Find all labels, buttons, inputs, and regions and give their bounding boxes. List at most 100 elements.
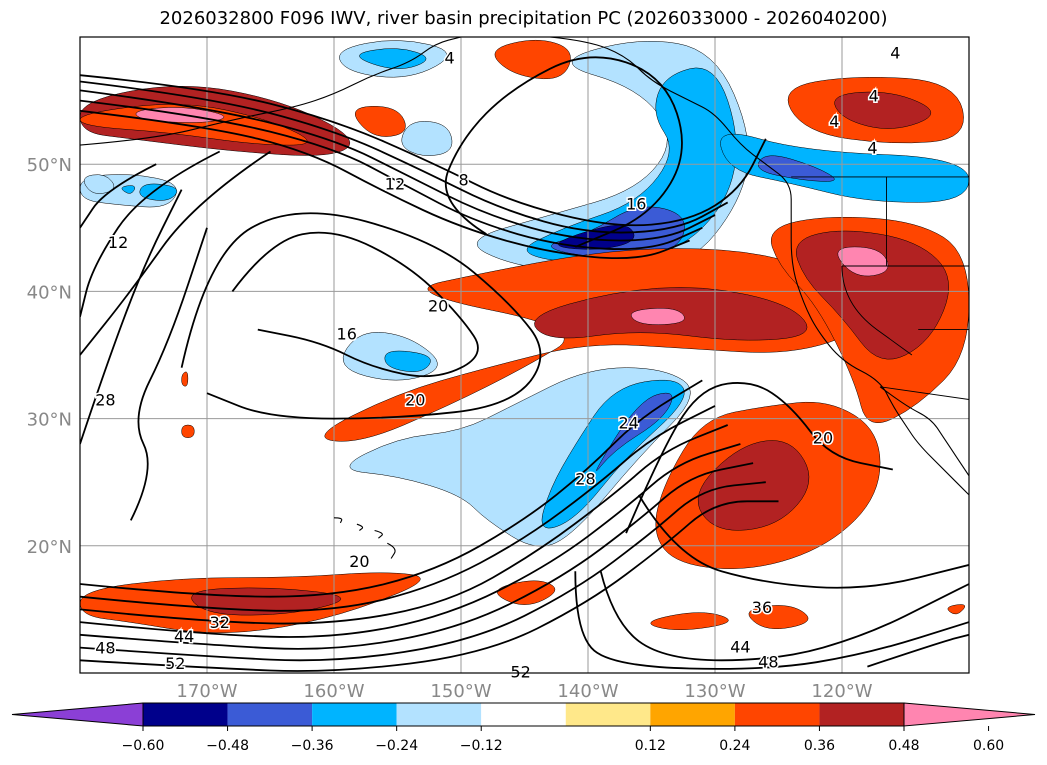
contour-label-11: 20	[405, 391, 425, 410]
colorbar-label-3: −0.24	[375, 738, 418, 754]
contour-label-15: 28	[95, 391, 115, 410]
contour-label-18: 36	[752, 598, 772, 617]
contour-label-19: 44	[174, 627, 194, 646]
shaded-region-20	[796, 230, 949, 360]
colorbar-swatch-5	[565, 703, 651, 726]
iwv-contour-1	[80, 80, 729, 234]
coastline-2	[879, 386, 969, 477]
colorbar-label-6: 0.24	[719, 738, 750, 754]
colorbar-swatch-8	[819, 703, 904, 726]
colorbar-swatch-0	[143, 703, 228, 726]
iwv-contour-7	[80, 150, 271, 356]
contour-label-4: 4	[867, 139, 877, 158]
coastline-0	[80, 37, 462, 146]
colorbar-swatch-3	[396, 703, 482, 726]
lon-tick-label-1: 160°W	[303, 681, 364, 702]
colorbar-swatch-1	[227, 703, 313, 726]
colorbar-label-1: −0.48	[206, 738, 249, 754]
shaded-region-30	[384, 350, 431, 372]
axis-tick-labels: 20°N 30°N 40°N 50°N 170°W 160°W 150°W 140°W 130°…	[27, 155, 873, 702]
iwv-contour-9	[231, 231, 479, 378]
iwv-contour-16	[80, 443, 741, 638]
iwv-contour-6	[80, 150, 221, 318]
border-4	[880, 386, 969, 400]
shaded-region-7	[359, 48, 427, 69]
contour-label-10: 20	[428, 296, 448, 315]
contour-label-1: 4	[869, 87, 879, 106]
coastline-3	[333, 517, 343, 524]
lon-tick-label-4: 130°W	[684, 681, 745, 702]
contour-label-23: 52	[165, 654, 185, 673]
contour-label-5: 8	[458, 170, 468, 189]
lat-tick-label-0: 20°N	[27, 537, 72, 558]
lat-tick-label-3: 50°N	[27, 155, 72, 176]
shaded-region-5	[401, 121, 453, 156]
colorbar-label-5: 0.12	[635, 738, 666, 754]
contour-label-16: 28	[575, 469, 595, 488]
coastline-5	[374, 529, 383, 539]
shaded-region-23	[834, 91, 932, 129]
contour-label-12: 20	[813, 429, 833, 448]
iwv-contour-2	[80, 89, 716, 242]
contour-label-7: 12	[108, 233, 128, 252]
colorbar-label-9: 0.60	[973, 738, 1004, 754]
colorbar-extend-low	[11, 702, 144, 727]
shaded-region-39	[181, 424, 195, 438]
colorbar-swatch-4	[481, 703, 566, 726]
lon-tick-label-2: 150°W	[430, 681, 491, 702]
contour-label-0: 4	[444, 48, 454, 67]
lon-tick-label-5: 120°W	[811, 681, 872, 702]
colorbar-swatch-7	[734, 703, 820, 726]
iwv-contour-3	[80, 99, 703, 250]
coastline-4	[356, 523, 364, 531]
iwv-contour-4	[80, 109, 690, 259]
coastline-layer	[80, 37, 969, 559]
contour-label-2: 4	[829, 112, 839, 131]
shaded-region-36	[748, 605, 809, 629]
contour-label-17: 32	[210, 613, 230, 632]
lon-tick-label-3: 140°W	[557, 681, 618, 702]
iwv-contour-23	[638, 494, 969, 589]
iwv-contour-0	[80, 74, 767, 227]
contour-label-9: 16	[337, 324, 357, 343]
contour-label-3: 4	[890, 43, 900, 62]
iwv-contour-layer	[80, 56, 969, 672]
coastline-6	[387, 542, 396, 559]
map-frame	[79, 36, 970, 674]
shaded-region-9	[354, 106, 406, 137]
lat-tick-label-2: 40°N	[27, 282, 72, 303]
colorbar-label-0: −0.60	[122, 738, 165, 754]
shaded-region-40	[181, 371, 189, 387]
colorbar-swatch-6	[650, 703, 735, 726]
colorbar-label-8: 0.48	[888, 738, 919, 754]
shaded-region-37	[650, 612, 729, 630]
lon-tick-label-0: 170°W	[176, 681, 237, 702]
iwv-contour-24	[867, 633, 969, 668]
iwv-contour-11	[129, 227, 208, 521]
gridline-layer	[80, 37, 969, 673]
shaded-region-18	[631, 308, 685, 325]
iwv-contour-8	[444, 56, 683, 248]
iwv-contour-15	[80, 424, 729, 625]
iwv-contour-19	[80, 500, 779, 672]
iwv-contour-22	[574, 571, 969, 670]
iwv-contour-13	[80, 379, 703, 598]
colorbar-label-4: −0.12	[460, 738, 503, 754]
map-title: 2026032800 F096 IWV, river basin precipi…	[159, 8, 888, 29]
colorbar: −0.60 −0.48 −0.36 −0.24 −0.12 0.12 0.24 0.36 0.4…	[11, 702, 1036, 754]
shaded-region-15	[758, 155, 835, 182]
iwv-contour-21	[599, 570, 969, 662]
contour-label-8: 16	[626, 195, 646, 214]
colorbar-swatch-2	[312, 703, 397, 726]
shaded-region-28	[596, 392, 673, 471]
contour-label-6: 12	[385, 174, 405, 193]
contour-label-13: 20	[349, 552, 369, 571]
iwv-contour-5	[80, 163, 157, 229]
shaded-field-layer	[80, 39, 969, 633]
coastline-1	[549, 37, 969, 496]
iwv-contour-12	[80, 189, 183, 445]
contour-label-21: 48	[95, 639, 115, 658]
colorbar-label-2: −0.36	[291, 738, 334, 754]
shaded-region-38	[947, 604, 966, 615]
